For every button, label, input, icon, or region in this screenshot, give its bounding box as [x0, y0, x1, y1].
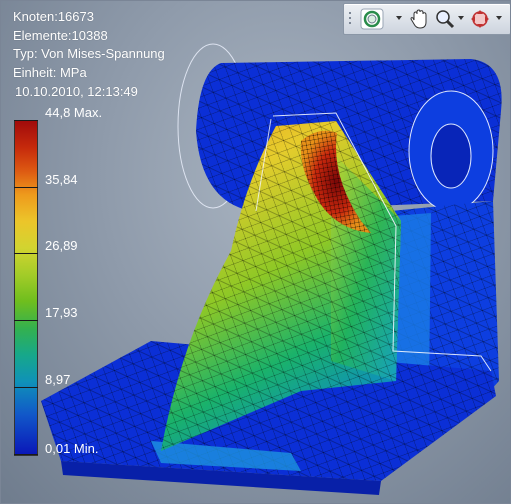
- pan-button[interactable]: [408, 8, 430, 30]
- chevron-down-icon[interactable]: [496, 16, 502, 20]
- stress-color-legend: [14, 120, 38, 456]
- legend-tick: [14, 320, 38, 321]
- legend-label: 26,89: [45, 238, 78, 253]
- grip-handle[interactable]: [348, 8, 354, 30]
- chevron-down-icon[interactable]: [458, 16, 464, 20]
- legend-label-max: 44,8 Max.: [45, 105, 103, 120]
- navigate-button[interactable]: [468, 8, 492, 30]
- legend-tick: [14, 387, 38, 388]
- legend-label: 35,84: [45, 172, 78, 187]
- timestamp: 10.10.2010, 12:13:49: [15, 84, 138, 99]
- pan-icon: [410, 9, 427, 29]
- chevron-down-icon[interactable]: [396, 16, 402, 20]
- zoom-icon: [436, 10, 455, 29]
- navigate-icon: [471, 10, 489, 28]
- orbit-button[interactable]: [360, 8, 384, 30]
- zoom-button[interactable]: [434, 8, 456, 30]
- legend-tick: [14, 253, 38, 254]
- result-type: Typ: Von Mises-Spannung: [13, 46, 165, 61]
- legend-tick: [14, 454, 38, 455]
- node-count: Knoten:16673: [13, 9, 94, 24]
- element-count: Elemente:10388: [13, 27, 108, 43]
- result-info: Knoten:16673 Elemente:10388 Typ: Von Mis…: [13, 8, 165, 102]
- legend-label: 17,93: [45, 305, 78, 320]
- legend-tick: [14, 120, 38, 121]
- legend-label-min: 0,01 Min.: [45, 441, 99, 456]
- legend-tick: [14, 187, 38, 188]
- legend-label: 8,97: [45, 372, 71, 387]
- result-unit: Einheit: MPa: [13, 64, 87, 80]
- orbit-icon: [360, 8, 384, 30]
- navigation-toolbar: [343, 3, 510, 35]
